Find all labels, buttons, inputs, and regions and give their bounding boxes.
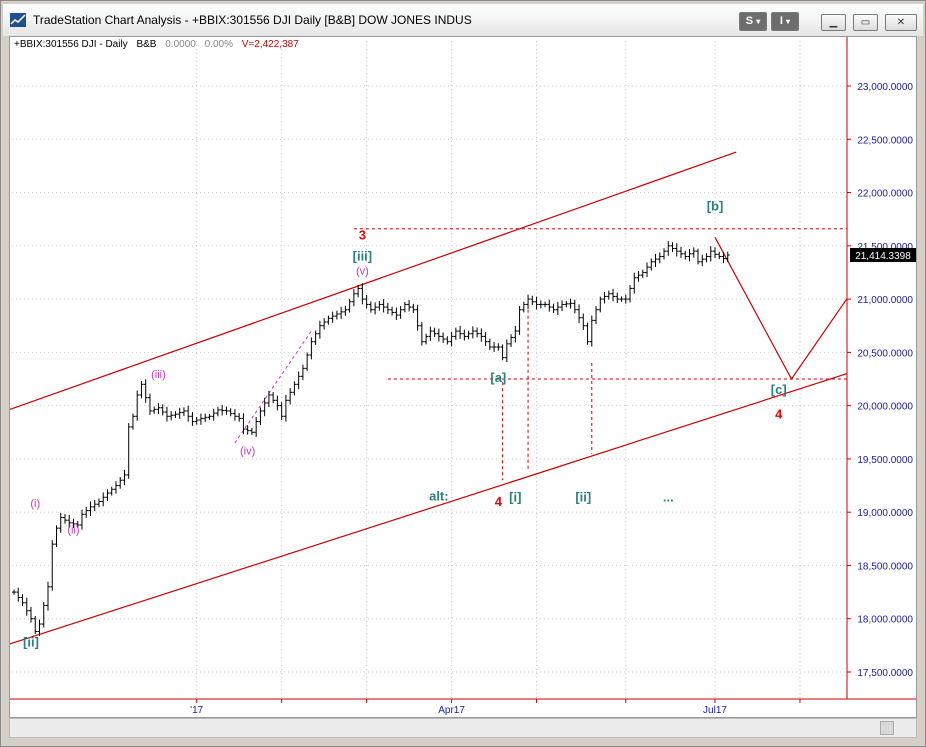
close-icon: ✕ bbox=[896, 17, 906, 28]
price-tick-label: 19,500.0000 bbox=[857, 455, 913, 466]
title-bar[interactable]: TradeStation Chart Analysis - +BBIX:3015… bbox=[3, 4, 923, 36]
price-bars bbox=[12, 241, 730, 636]
wave-label: (ii) bbox=[67, 524, 79, 536]
symbol-menu-label: S bbox=[745, 15, 754, 27]
wave-label: alt: bbox=[429, 488, 449, 503]
wave-label: [a] bbox=[490, 370, 506, 385]
price-tick-label: 18,500.0000 bbox=[857, 561, 913, 572]
symbol-info-line: +BBIX:301556 DJI - Daily B&B 0.0000 0.00… bbox=[14, 39, 299, 50]
volume-value: V=2,422,387 bbox=[242, 39, 299, 50]
price-chart[interactable]: 3 [iii] (v) (iii) (iv) (i) (ii) [ii] [a] 4 alt: [i]… bbox=[9, 36, 917, 718]
projection-path bbox=[714, 237, 848, 381]
chart-canvas[interactable]: 3 [iii] (v) (iii) (iv) (i) (ii) [ii] [a] 4 alt: [i]… bbox=[10, 37, 916, 717]
price-axis: 23,000.0000 22,500.0000 22,000.0000 21,500.… bbox=[847, 82, 913, 679]
minimize-button[interactable]: ▁ bbox=[821, 14, 846, 31]
elliott-wave-labels: 3 [iii] (v) (iii) (iv) (i) (ii) [ii] [a] 4 alt: [i]… bbox=[23, 199, 787, 650]
wave-iv-projection-line bbox=[234, 330, 312, 444]
price-tick-label: 21,500.0000 bbox=[857, 242, 913, 253]
scrollbar-thumb[interactable] bbox=[880, 721, 894, 735]
price-tick-label: 22,000.0000 bbox=[857, 189, 913, 200]
window-title: TradeStation Chart Analysis - +BBIX:3015… bbox=[33, 13, 472, 27]
svg-text:+BBIX:301556 DJI - Daily: +BBIX:301556 DJI - Daily B&B 0.0000 0.00… bbox=[14, 39, 299, 50]
price-tick-label: 19,000.0000 bbox=[857, 508, 913, 519]
price-tick-label: 23,000.0000 bbox=[857, 82, 913, 93]
horizontal-scrollbar[interactable] bbox=[9, 718, 917, 738]
wave-label: (i) bbox=[30, 498, 40, 510]
last-price-box bbox=[850, 247, 916, 262]
trend-channel bbox=[10, 151, 848, 645]
date-tick-label: '17 bbox=[190, 705, 203, 716]
price-tick-label: 20,500.0000 bbox=[857, 348, 913, 359]
price-tick-label: 17,500.0000 bbox=[857, 668, 913, 679]
wave-label: (iii) bbox=[151, 369, 166, 381]
price-tick-label: 21,000.0000 bbox=[857, 295, 913, 306]
wave-label: (iv) bbox=[240, 446, 255, 458]
date-axis: '17 Apr17 Jul17 bbox=[190, 699, 801, 716]
date-tick-label: Apr17 bbox=[438, 705, 465, 716]
insert-menu-label: I bbox=[779, 15, 783, 27]
minimize-icon: ▁ bbox=[829, 17, 838, 28]
change-percent: 0.00% bbox=[205, 39, 233, 50]
chevron-down-icon: ▾ bbox=[756, 17, 761, 26]
wave-label: ... bbox=[663, 490, 674, 505]
wave-label: 4 bbox=[495, 494, 503, 509]
wave-label: [iii] bbox=[353, 249, 373, 264]
chevron-down-icon: ▾ bbox=[786, 17, 791, 26]
restore-icon: ▭ bbox=[860, 17, 871, 28]
date-tick-label: Jul17 bbox=[703, 705, 727, 716]
price-tick-label: 20,000.0000 bbox=[857, 402, 913, 413]
wave-label: [b] bbox=[707, 199, 724, 214]
last-price-marker: 21,414.3398 bbox=[850, 247, 916, 262]
wave-label: [ii] bbox=[575, 490, 591, 505]
wave-label: [ii] bbox=[23, 634, 39, 649]
wave-label: [c] bbox=[771, 382, 787, 397]
wave-label: (v) bbox=[356, 266, 369, 278]
last-price-label: 21,414.3398 bbox=[855, 251, 911, 262]
wave-label: [i] bbox=[509, 490, 521, 505]
reference-lines bbox=[234, 228, 847, 481]
symbol-label: +BBIX:301556 DJI - Daily bbox=[14, 39, 128, 50]
price-tick-label: 22,500.0000 bbox=[857, 135, 913, 146]
insert-menu-button[interactable]: I ▾ bbox=[771, 12, 799, 31]
wave-label: 3 bbox=[359, 227, 366, 242]
channel-lower-line bbox=[10, 373, 847, 645]
wave-label: 4 bbox=[775, 406, 783, 421]
channel-upper-line bbox=[10, 151, 737, 411]
chart-grid bbox=[10, 37, 916, 700]
tradestation-app-icon bbox=[10, 13, 26, 27]
change-value: 0.0000 bbox=[165, 39, 196, 50]
close-button[interactable]: ✕ bbox=[885, 14, 917, 31]
bb-label: B&B bbox=[136, 39, 156, 50]
restore-button[interactable]: ▭ bbox=[853, 14, 878, 31]
symbol-menu-button[interactable]: S ▾ bbox=[739, 12, 767, 31]
price-tick-label: 18,000.0000 bbox=[857, 615, 913, 626]
